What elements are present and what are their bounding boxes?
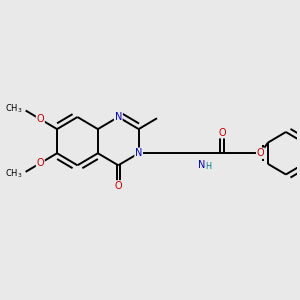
Text: CH$_3$: CH$_3$ [5,103,23,115]
Text: O: O [37,114,44,124]
Text: O: O [256,148,264,158]
Text: O: O [37,158,44,168]
Text: CH$_3$: CH$_3$ [5,167,23,180]
Text: H: H [206,162,212,171]
Text: O: O [218,128,226,138]
Text: N: N [135,148,142,158]
Text: N: N [115,112,122,122]
Text: N: N [198,160,206,170]
Text: O: O [114,181,122,191]
